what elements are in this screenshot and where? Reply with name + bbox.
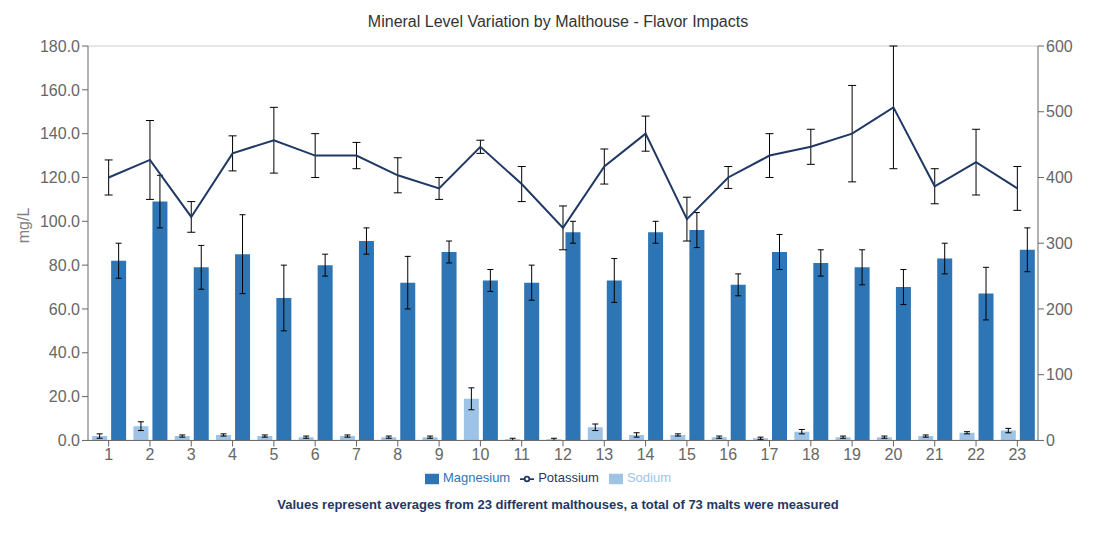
svg-text:2: 2 (146, 446, 155, 463)
svg-text:mg/L: mg/L (15, 208, 32, 244)
svg-text:500: 500 (1046, 103, 1073, 120)
svg-text:9: 9 (435, 446, 444, 463)
svg-text:20: 20 (885, 446, 903, 463)
svg-text:1: 1 (104, 446, 113, 463)
svg-text:20.0: 20.0 (49, 388, 80, 405)
svg-text:0: 0 (1046, 432, 1055, 449)
svg-text:11: 11 (513, 446, 530, 463)
svg-text:6: 6 (311, 446, 320, 463)
svg-text:23: 23 (1008, 446, 1026, 463)
svg-text:100.0: 100.0 (40, 213, 80, 230)
svg-text:120.0: 120.0 (40, 169, 80, 186)
svg-text:180.0: 180.0 (40, 38, 80, 55)
svg-text:160.0: 160.0 (40, 82, 80, 99)
svg-text:3: 3 (187, 446, 196, 463)
svg-text:400: 400 (1046, 169, 1073, 186)
svg-text:300: 300 (1046, 235, 1073, 252)
svg-text:140.0: 140.0 (40, 125, 80, 142)
svg-text:12: 12 (554, 446, 572, 463)
html-text:Values represent averages from: Values represent averages from 23 differ… (277, 497, 839, 512)
html-text:Magnesium: Magnesium (443, 470, 511, 486)
svg-text:14: 14 (637, 446, 655, 463)
svg-text:100: 100 (1046, 366, 1073, 383)
svg-text:19: 19 (843, 446, 861, 463)
svg-text:60.0: 60.0 (49, 301, 80, 318)
svg-text:7: 7 (352, 446, 361, 463)
svg-text:600: 600 (1046, 38, 1073, 55)
svg-text:17: 17 (761, 446, 779, 463)
svg-text:21: 21 (926, 446, 944, 463)
svg-text:18: 18 (802, 446, 820, 463)
svg-text:13: 13 (595, 446, 613, 463)
svg-text:10: 10 (471, 446, 489, 463)
html-text:Potassium: Potassium (538, 470, 599, 486)
html-text:Mineral Level Variation by Mal: Mineral Level Variation by Malthouse - F… (367, 13, 749, 30)
svg-text:4: 4 (228, 446, 237, 463)
svg-text:40.0: 40.0 (49, 344, 80, 361)
svg-text:8: 8 (393, 446, 402, 463)
html-text:Sodium: Sodium (626, 470, 671, 486)
svg-text:22: 22 (967, 446, 985, 463)
svg-text:200: 200 (1046, 301, 1073, 318)
svg-text:5: 5 (269, 446, 278, 463)
svg-text:15: 15 (678, 446, 696, 463)
svg-text:0.0: 0.0 (58, 432, 80, 449)
svg-text:16: 16 (719, 446, 737, 463)
svg-text:80.0: 80.0 (49, 257, 80, 274)
